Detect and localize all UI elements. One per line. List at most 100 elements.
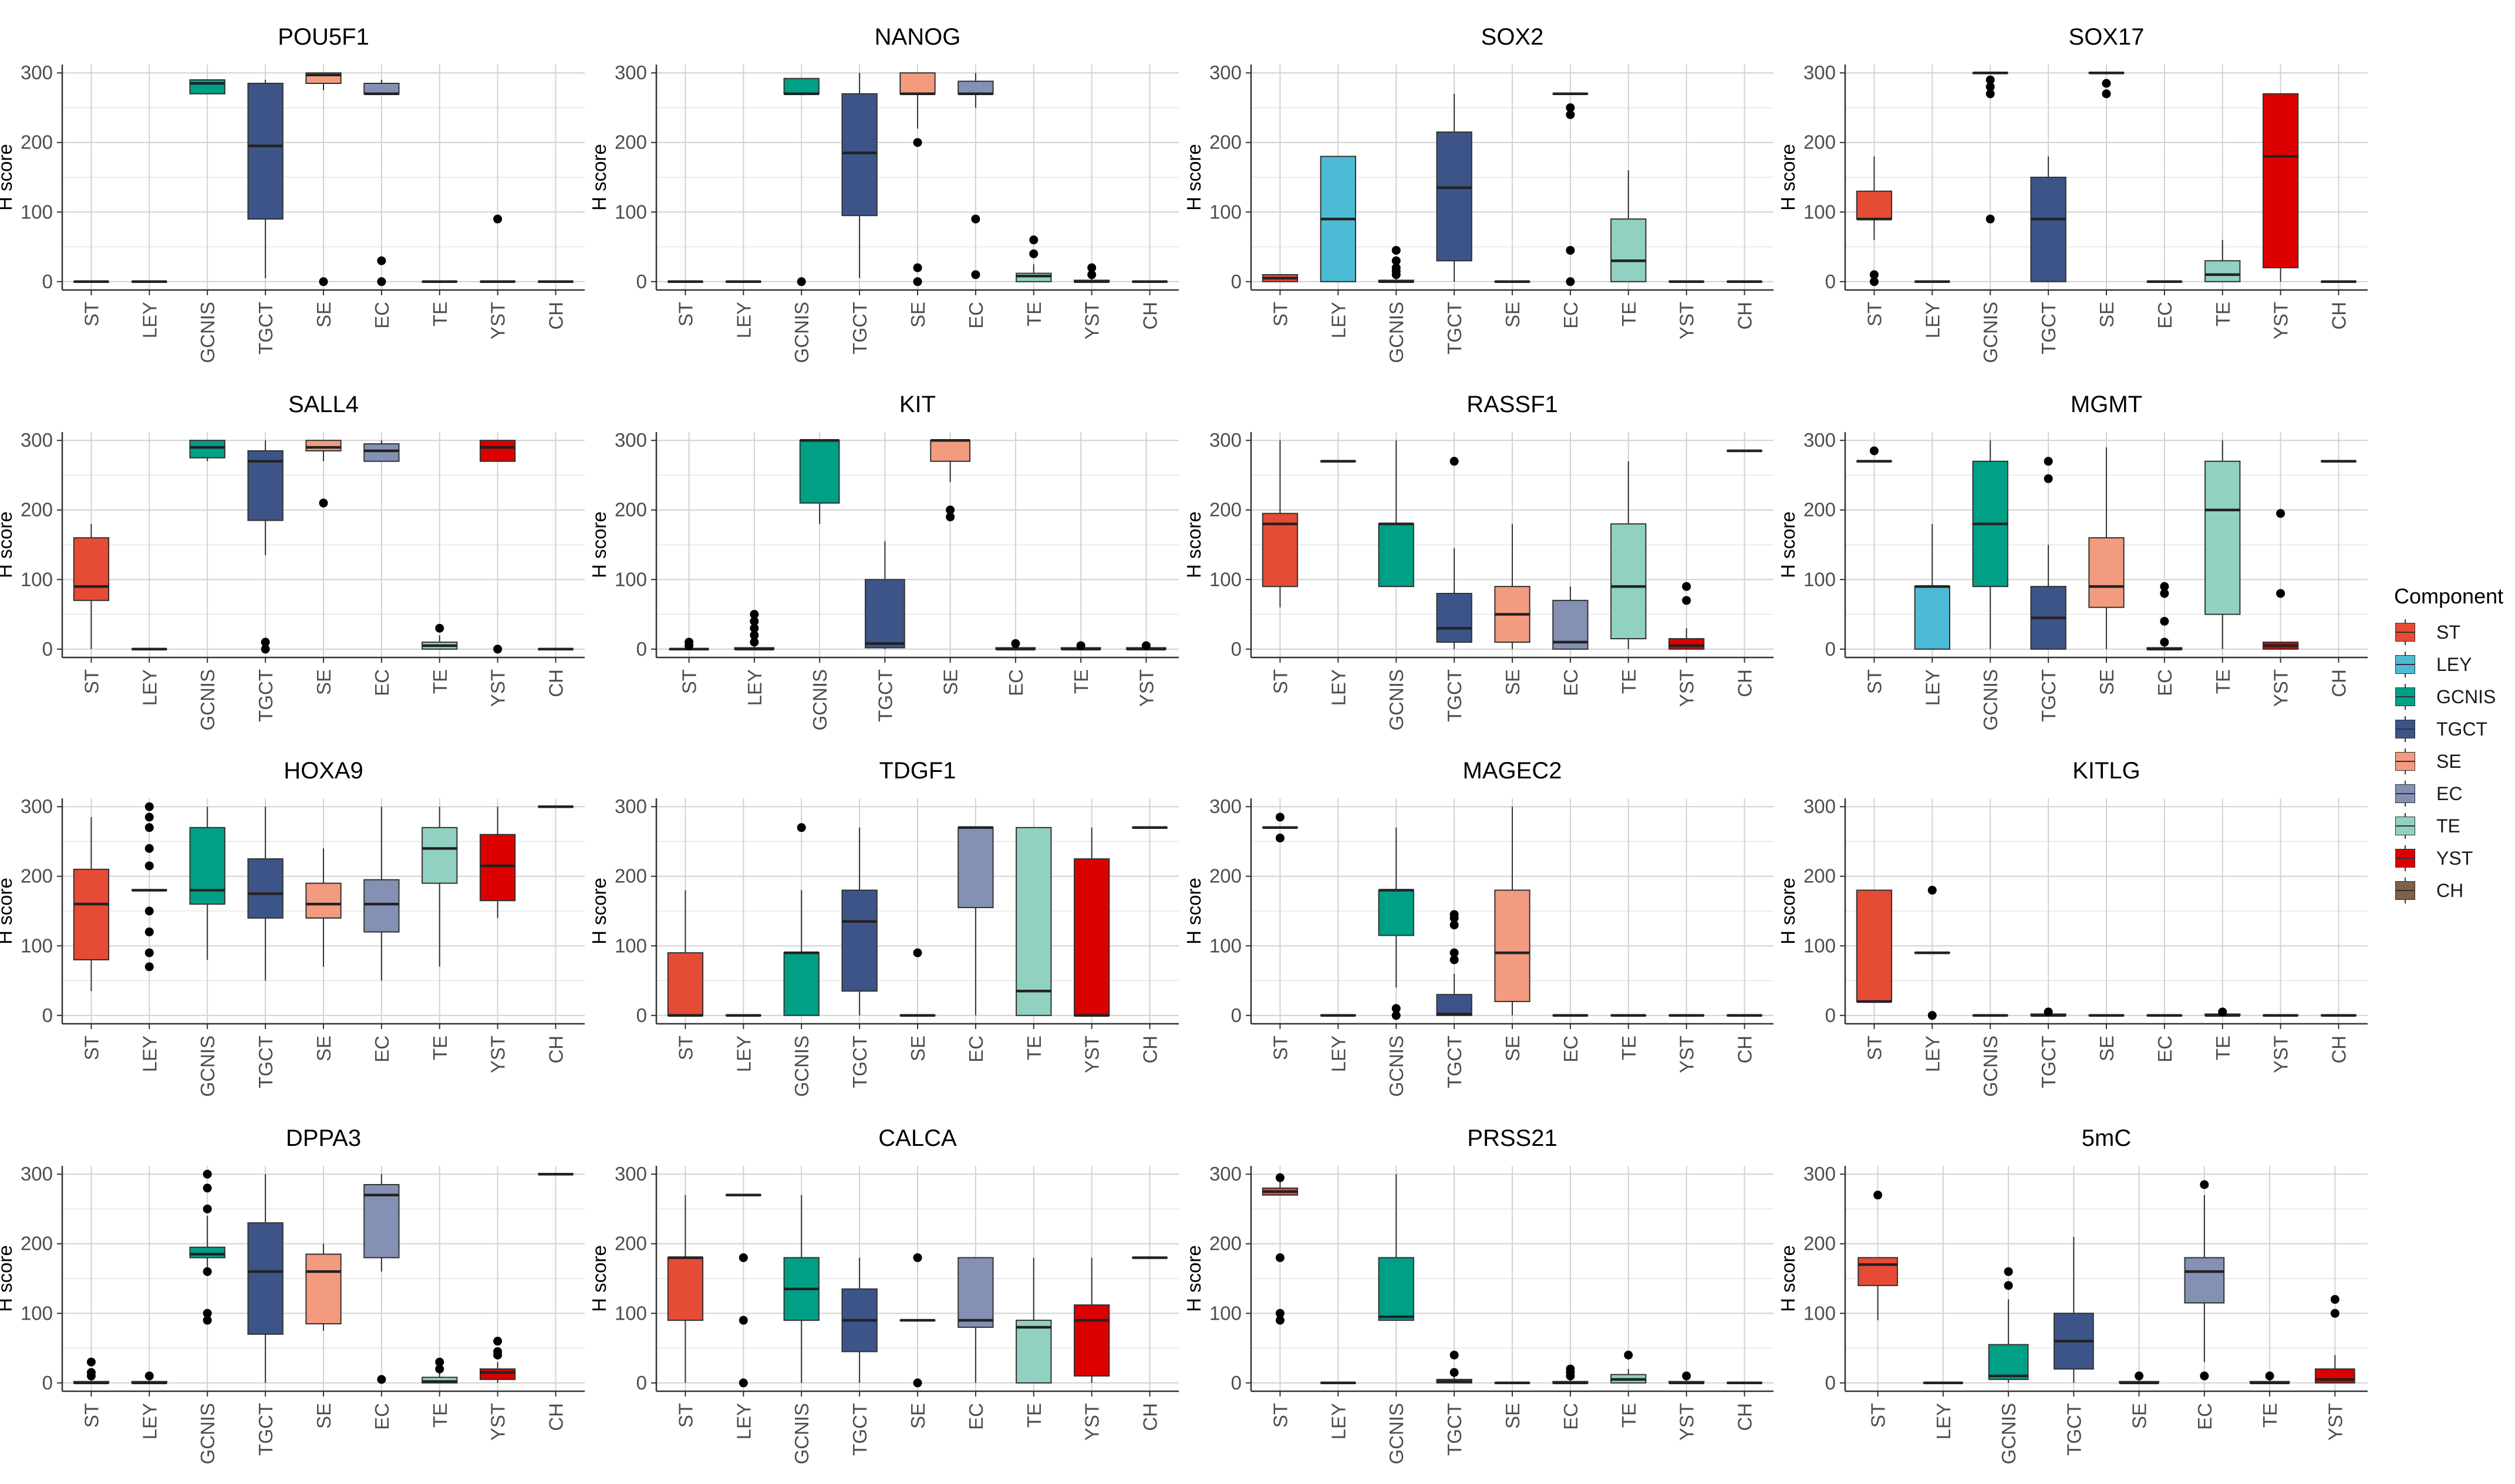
box-sox17-se <box>2088 71 2125 99</box>
x-tick-label: ST <box>80 302 102 326</box>
x-tick-label: GCNIS <box>1980 1036 2001 1097</box>
box-calca-tgct <box>841 1257 878 1383</box>
panel-title: TDGF1 <box>879 758 956 784</box>
outlier-point <box>144 948 154 957</box>
outlier-point <box>2265 1371 2274 1381</box>
box-nanog-yst <box>1074 263 1110 284</box>
y-tick-label: 100 <box>615 568 647 590</box>
x-tick-label: TE <box>1618 302 1640 326</box>
x-tick-label: SE <box>2096 302 2118 328</box>
x-tick-label: TGCT <box>255 1403 277 1456</box>
x-tick-label: TE <box>2212 669 2234 694</box>
outlier-point <box>1566 245 1575 255</box>
box-sall4-te <box>422 623 458 650</box>
box-iqr <box>189 79 225 95</box>
outlier-point <box>1275 834 1285 843</box>
x-tick-label: CH <box>545 302 567 330</box>
outlier-point <box>203 1169 212 1179</box>
outlier-point <box>144 861 154 871</box>
y-tick-label: 100 <box>615 935 647 956</box>
x-tick-label: EC <box>371 669 393 696</box>
y-tick-label: 300 <box>615 795 647 817</box>
box-mgmt-yst <box>2263 509 2299 650</box>
outlier-point <box>1076 641 1085 650</box>
box-iqr <box>73 537 110 601</box>
box-iqr <box>1988 1344 2029 1380</box>
x-tick-label: TGCT <box>874 669 896 722</box>
x-tick-label: SE <box>2096 1036 2118 1061</box>
outlier-point <box>2160 638 2169 647</box>
box-magec2-gcnis <box>1378 827 1414 1020</box>
box-iqr <box>363 1184 400 1259</box>
box-calca-ley <box>725 1193 761 1388</box>
x-tick-label: TGCT <box>2038 1036 2059 1088</box>
x-tick-label: LEY <box>1921 669 1943 706</box>
x-tick-label: TE <box>1023 1036 1045 1060</box>
y-tick-label: 300 <box>1803 795 1836 817</box>
box-5mc-st <box>1857 1190 1898 1321</box>
y-tick-label: 0 <box>1231 271 1242 292</box>
box-iqr <box>247 1222 284 1335</box>
y-tick-label: 200 <box>615 499 647 521</box>
box-iqr <box>2263 93 2299 269</box>
x-tick-label: TGCT <box>2063 1403 2085 1456</box>
legend-item-ec: EC <box>2382 778 2511 811</box>
box-5mc-se <box>2119 1371 2159 1385</box>
box-sox2-tgct <box>1436 93 1472 282</box>
y-tick-label: 200 <box>21 131 53 153</box>
outlier-point <box>493 1337 503 1346</box>
outlier-point <box>2200 1371 2209 1381</box>
outlier-point <box>946 512 955 522</box>
x-tick-label: TGCT <box>1444 1403 1465 1456</box>
box-hoxa9-gcnis <box>189 807 225 960</box>
outlier-point <box>1869 277 1879 286</box>
box-iqr <box>247 858 284 919</box>
box-mgmt-gcnis <box>1972 440 2008 649</box>
box-pou5f1-yst <box>480 214 516 284</box>
y-tick-label: 300 <box>615 62 647 83</box>
box-5mc-te <box>2249 1371 2290 1385</box>
panel-kit: 0 100 200 300 ST LEY GCNIS TGCT SE EC TE YST H score… <box>588 392 1179 731</box>
outlier-point <box>1029 235 1039 245</box>
box-5mc-gcnis <box>1988 1267 2029 1383</box>
x-tick-label: EC <box>2194 1403 2216 1430</box>
outlier-point <box>1391 245 1401 255</box>
x-tick-label: TE <box>429 669 451 694</box>
x-tick-label: LEY <box>139 302 160 338</box>
box-tdgf1-tgct <box>841 827 878 1016</box>
y-axis-label: H score <box>588 144 610 211</box>
x-tick-label: EC <box>965 1403 987 1430</box>
y-axis-label: H score <box>0 878 16 945</box>
legend-label: YST <box>2436 848 2473 869</box>
legend-item-ley: LEY <box>2382 649 2511 682</box>
x-tick-label: CH <box>1139 302 1161 330</box>
x-tick-label: TE <box>1070 669 1092 694</box>
outlier-point <box>2102 89 2111 99</box>
box-kit-gcnis <box>799 439 840 524</box>
x-tick-label: GCNIS <box>791 1036 813 1097</box>
x-tick-label: CH <box>2328 1036 2350 1064</box>
box-kit-st <box>669 638 709 651</box>
outlier-point <box>261 638 270 647</box>
panel-5mc: 0 100 200 300 ST LEY GCNIS TGCT SE EC TE YST H score… <box>1777 1125 2368 1465</box>
outlier-point <box>1449 955 1459 964</box>
outlier-point <box>1275 812 1285 822</box>
x-tick-label: EC <box>1560 1036 1582 1063</box>
x-tick-label: CH <box>1734 669 1756 697</box>
x-tick-label: TGCT <box>255 302 277 355</box>
x-tick-label: GCNIS <box>197 302 218 363</box>
x-tick-label: SE <box>2096 669 2118 695</box>
box-5mc-tgct <box>2054 1236 2094 1383</box>
panel-tdgf1: 0 100 200 300 ST LEY GCNIS TGCT SE EC TE YST CH H sco… <box>588 758 1179 1097</box>
y-tick-label: 200 <box>1803 131 1836 153</box>
y-tick-label: 0 <box>636 1004 647 1026</box>
box-magec2-se <box>1494 807 1530 1016</box>
panel-magec2: 0 100 200 300 ST LEY GCNIS TGCT SE EC TE YST CH H sco… <box>1183 758 1774 1097</box>
box-sox2-gcnis <box>1378 245 1414 284</box>
outlier-point <box>144 812 154 822</box>
x-tick-label: EC <box>2154 669 2176 696</box>
x-tick-label: YST <box>487 1036 509 1073</box>
y-tick-label: 300 <box>1209 1163 1242 1185</box>
box-sox17-tgct <box>2030 156 2066 282</box>
outlier-point <box>144 906 154 916</box>
